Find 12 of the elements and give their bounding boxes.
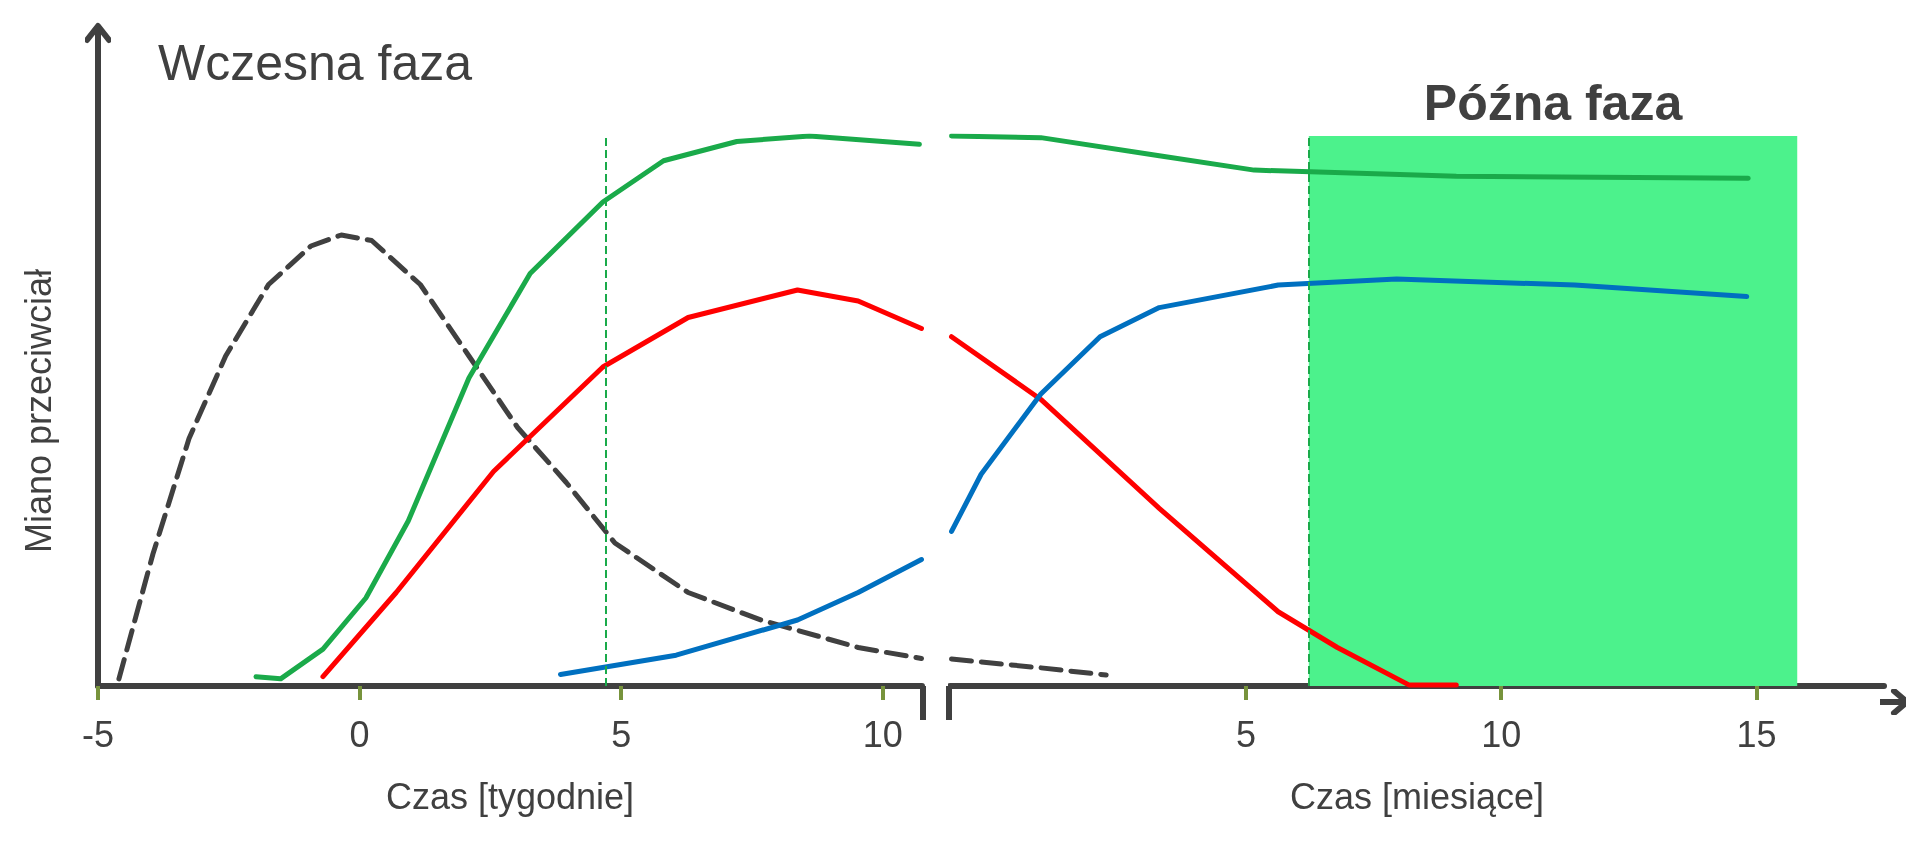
x-tick-label: 10 <box>862 713 903 755</box>
x-tick-label: 0 <box>349 713 370 755</box>
x-axis-title: Czas [miesiące] <box>1289 775 1545 817</box>
text: Wczesna faza <box>158 35 473 91</box>
band-label: Późna faza <box>1423 75 1684 131</box>
x-tick-label: 10 <box>1481 713 1522 755</box>
x-tick-label: 5 <box>611 713 632 755</box>
x-axis-title: Czas [tygodnie] <box>385 775 635 817</box>
y-axis-title: Miano przeciwciał <box>17 268 59 554</box>
x-tick-label: 5 <box>1236 713 1257 755</box>
x-tick-label: -5 <box>81 713 115 755</box>
x-tick-label: 15 <box>1736 713 1777 755</box>
